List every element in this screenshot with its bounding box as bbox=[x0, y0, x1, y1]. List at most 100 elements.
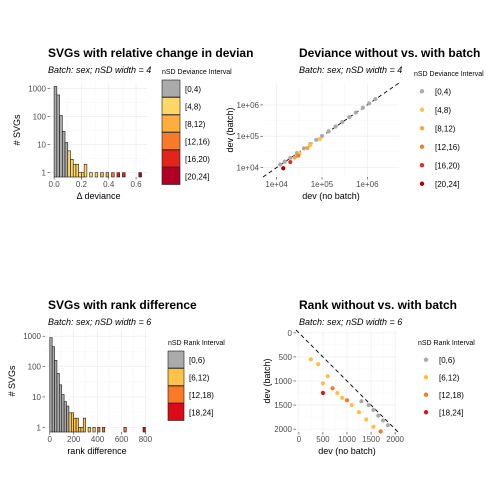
scatter-point bbox=[282, 159, 287, 164]
legend-key bbox=[419, 107, 425, 112]
scatter-point bbox=[278, 162, 283, 167]
y-tick-label: 1000 bbox=[23, 332, 41, 341]
scatter-point bbox=[308, 357, 314, 362]
histogram-bar bbox=[51, 346, 55, 433]
scatter-point bbox=[288, 159, 293, 165]
legend: nSD Rank Interval [0,6) [6,12) [12,18) [18,2… bbox=[418, 340, 475, 417]
axes: 0 200 400 600 800 1 10 100 1000 rank difference # … bbox=[7, 332, 153, 456]
scatter-point bbox=[371, 424, 376, 429]
histogram-bar bbox=[49, 337, 53, 433]
scatter-point bbox=[366, 402, 371, 408]
scatter-point bbox=[380, 418, 386, 423]
legend-key bbox=[423, 375, 429, 380]
legend-key bbox=[419, 89, 425, 94]
legend-key bbox=[423, 392, 429, 397]
histogram-bar bbox=[53, 86, 58, 178]
y-tick-label: 100 bbox=[33, 113, 47, 122]
scatter-point bbox=[364, 417, 369, 422]
histogram-bar bbox=[59, 384, 63, 433]
histogram-bar bbox=[61, 131, 66, 178]
scatter-point bbox=[347, 115, 352, 120]
legend-label: [0,6) bbox=[189, 356, 205, 365]
legend-key bbox=[167, 368, 185, 386]
legend-key bbox=[161, 114, 181, 133]
legend-label: [6,12) bbox=[439, 373, 460, 382]
scatter-point bbox=[340, 395, 345, 400]
scatter-point bbox=[316, 362, 321, 367]
legend-label: [0,6) bbox=[439, 356, 455, 365]
scatter-point bbox=[325, 374, 330, 379]
x-tick-label: 0 bbox=[48, 435, 53, 444]
legend-key bbox=[423, 357, 429, 362]
scatter-point bbox=[320, 381, 326, 386]
scatter-point bbox=[333, 124, 338, 129]
x-tick-label: 400 bbox=[91, 435, 105, 444]
legend-label: [8,12) bbox=[185, 120, 206, 129]
histogram-bar bbox=[54, 360, 58, 433]
legend-key bbox=[167, 350, 185, 369]
axes: 1e+04 1e+05 1e+06 1e+04 1e+05 1e+06 dev (no ba… bbox=[225, 101, 379, 201]
x-axis-label: dev (no batch) bbox=[302, 191, 360, 201]
y-tick-label: 1000 bbox=[28, 85, 46, 94]
x-tick-label: 0 bbox=[297, 435, 302, 444]
legend-key bbox=[161, 167, 181, 185]
scatter-point bbox=[319, 133, 325, 139]
histogram-bar bbox=[94, 172, 99, 178]
y-axis-label: dev (batch) bbox=[262, 358, 272, 403]
x-tick-label: 1500 bbox=[362, 435, 380, 444]
histogram-bar bbox=[61, 394, 65, 433]
histogram-bar bbox=[116, 172, 120, 178]
scatter-point bbox=[359, 399, 364, 404]
chart-panel-1: SVGs with relative change in devian Batch… bbox=[12, 46, 253, 201]
x-tick-label: 200 bbox=[67, 435, 81, 444]
scatter-point bbox=[281, 166, 286, 171]
histogram-bars bbox=[53, 86, 142, 178]
legend-label: [4,8) bbox=[185, 102, 201, 111]
chart-subtitle: Batch: sex; nSD width = 4 bbox=[299, 65, 402, 75]
axes: 0 500 1000 1500 2000 0 500 1000 1500 2000 dev (no … bbox=[262, 329, 405, 456]
legend-label: [18,24] bbox=[189, 408, 213, 417]
legend-label: [16,20) bbox=[435, 161, 460, 170]
scatter-point bbox=[353, 110, 358, 115]
legend-label: [20,24] bbox=[185, 172, 209, 181]
axes: 0.0 0.2 0.4 0.6 1 10 100 1000 Δ deviance # SVGs bbox=[12, 85, 142, 201]
y-tick-label: 1e+05 bbox=[237, 132, 260, 141]
histogram-bar bbox=[142, 426, 146, 433]
legend-key bbox=[419, 163, 425, 168]
histogram-bar bbox=[87, 426, 91, 433]
scatter-point bbox=[314, 137, 319, 142]
x-tick-label: 0.4 bbox=[103, 180, 115, 189]
y-tick-label: 1 bbox=[37, 423, 42, 432]
histogram-bar bbox=[81, 172, 85, 178]
scatter-point bbox=[385, 423, 390, 428]
x-tick-label: 1e+05 bbox=[311, 180, 334, 189]
legend-label: [0,4) bbox=[435, 87, 451, 96]
legend: nSD Rank Interval [0,6) [6,12) [12,18) [18,2… bbox=[167, 340, 225, 421]
scatter-point bbox=[378, 429, 383, 434]
histogram-bar bbox=[111, 172, 115, 178]
scatter-points bbox=[308, 357, 390, 434]
legend-key bbox=[161, 97, 181, 115]
histogram-bar bbox=[75, 417, 79, 433]
histogram-bar bbox=[70, 412, 74, 433]
scatter-point bbox=[340, 119, 345, 125]
legend-label: [6,12) bbox=[189, 373, 210, 382]
legend: nSD Deviance Interval [0,4) [4,8) [8,12) [12… bbox=[161, 69, 232, 185]
chart-panel-2: Deviance without vs. with batch Batch: se… bbox=[225, 46, 484, 201]
legend-label: [20,24] bbox=[435, 180, 459, 189]
x-axis-label: rank difference bbox=[67, 446, 126, 456]
histogram-bar bbox=[138, 172, 142, 178]
legend-key bbox=[419, 144, 425, 149]
scatter-point bbox=[288, 155, 293, 160]
histogram-bar bbox=[68, 412, 72, 433]
identity-reference-line bbox=[295, 329, 399, 433]
histogram-bar bbox=[56, 373, 60, 433]
histogram-bar bbox=[100, 172, 104, 178]
legend-label: [12,16) bbox=[185, 137, 210, 146]
legend-key bbox=[161, 149, 181, 168]
histogram-bar bbox=[105, 172, 110, 178]
scatter-point bbox=[335, 390, 340, 396]
legend-key bbox=[419, 181, 425, 186]
legend-key bbox=[161, 132, 181, 150]
legend-key bbox=[167, 385, 185, 404]
